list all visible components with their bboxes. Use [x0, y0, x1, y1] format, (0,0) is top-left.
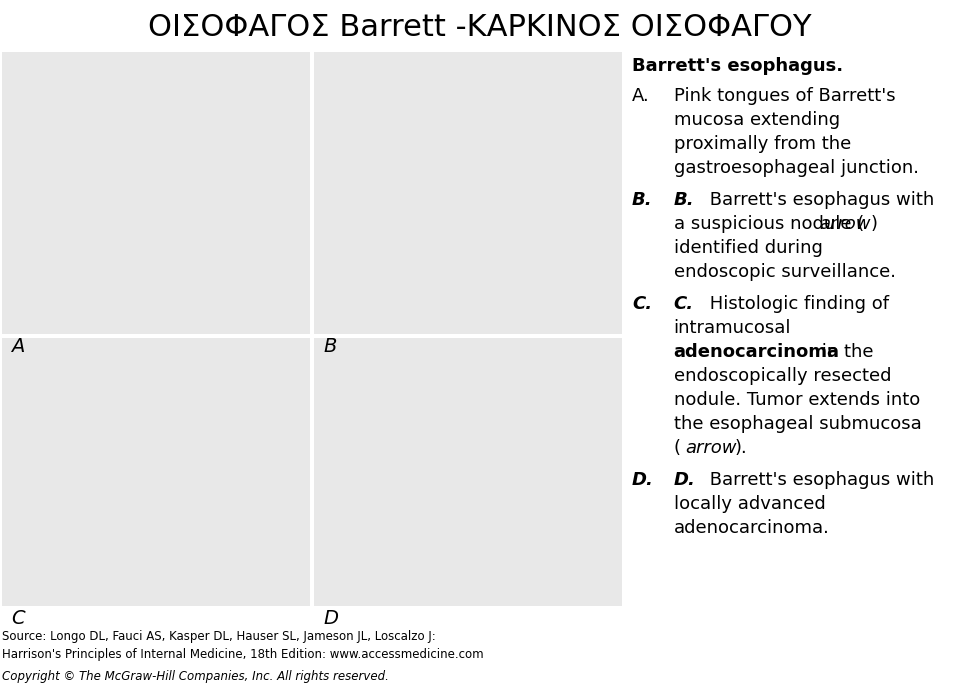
- Text: arrow: arrow: [819, 215, 871, 233]
- Text: gastroesophageal junction.: gastroesophageal junction.: [674, 159, 919, 177]
- Text: endoscopically resected: endoscopically resected: [674, 367, 891, 385]
- Text: Histologic finding of: Histologic finding of: [704, 295, 889, 313]
- Text: C.: C.: [632, 295, 652, 313]
- Text: Barrett's esophagus with: Barrett's esophagus with: [704, 191, 934, 209]
- Text: B.: B.: [632, 191, 653, 209]
- Text: A.: A.: [632, 87, 650, 105]
- Text: D.: D.: [674, 471, 695, 489]
- Text: Source: Longo DL, Fauci AS, Kasper DL, Hauser SL, Jameson JL, Loscalzo J:
Harris: Source: Longo DL, Fauci AS, Kasper DL, H…: [2, 630, 484, 661]
- Text: identified during: identified during: [674, 239, 823, 257]
- Text: locally advanced: locally advanced: [674, 495, 826, 513]
- Text: A: A: [12, 337, 25, 355]
- Text: (: (: [674, 439, 681, 457]
- Text: D: D: [324, 609, 338, 627]
- Text: mucosa extending: mucosa extending: [674, 111, 840, 129]
- Text: arrow: arrow: [685, 439, 737, 457]
- Text: adenocarcinoma.: adenocarcinoma.: [674, 519, 829, 537]
- Text: ΟΙΣΟΦΑΓΟΣ Barrett -ΚΑΡΚΙΝΟΣ ΟΙΣΟΦΑΓΟΥ: ΟΙΣΟΦΑΓΟΣ Barrett -ΚΑΡΚΙΝΟΣ ΟΙΣΟΦΑΓΟΥ: [148, 13, 812, 42]
- Text: D.: D.: [632, 471, 654, 489]
- Text: Barrett's esophagus with: Barrett's esophagus with: [704, 471, 934, 489]
- Text: C.: C.: [674, 295, 694, 313]
- Text: a suspicious nodule (: a suspicious nodule (: [674, 215, 864, 233]
- Text: adenocarcinoma: adenocarcinoma: [674, 343, 840, 361]
- Text: the esophageal submucosa: the esophageal submucosa: [674, 415, 922, 433]
- Text: intramucosal: intramucosal: [674, 319, 791, 337]
- Text: proximally from the: proximally from the: [674, 135, 851, 153]
- Text: B.: B.: [674, 191, 694, 209]
- Text: C: C: [12, 609, 25, 627]
- Text: ): ): [871, 215, 877, 233]
- Text: Pink tongues of Barrett's: Pink tongues of Barrett's: [674, 87, 896, 105]
- Text: Copyright © The McGraw-Hill Companies, Inc. All rights reserved.: Copyright © The McGraw-Hill Companies, I…: [2, 669, 389, 682]
- Text: ).: ).: [734, 439, 747, 457]
- Text: endoscopic surveillance.: endoscopic surveillance.: [674, 263, 896, 281]
- Text: B: B: [324, 337, 337, 355]
- Text: nodule. Tumor extends into: nodule. Tumor extends into: [674, 391, 920, 409]
- Text: in the: in the: [816, 343, 874, 361]
- Text: Barrett's esophagus.: Barrett's esophagus.: [632, 57, 843, 75]
